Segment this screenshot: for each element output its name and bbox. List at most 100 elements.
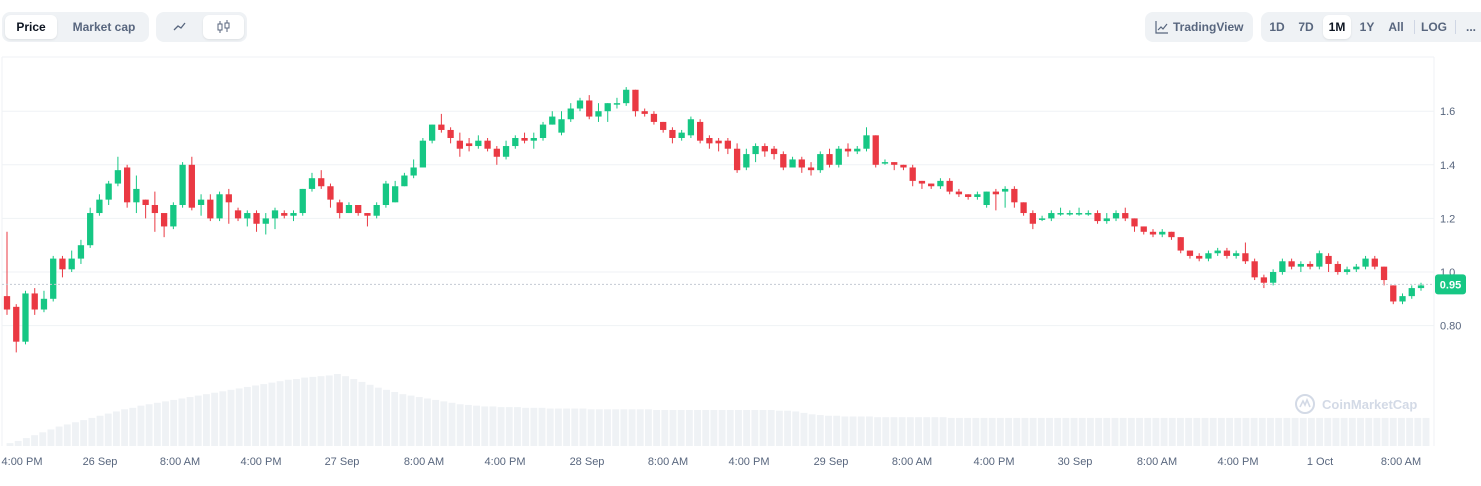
volume-bar	[1234, 417, 1242, 446]
candle-body	[1131, 218, 1138, 227]
candle-body	[530, 138, 537, 141]
candle	[1205, 250, 1212, 262]
candle-body	[142, 199, 149, 205]
candle-body	[1214, 250, 1221, 254]
candle	[780, 151, 787, 171]
line-chart-icon[interactable]	[159, 15, 199, 39]
candle	[207, 194, 214, 222]
volume-bar	[186, 397, 194, 446]
candle	[715, 138, 722, 152]
volume-bar	[1086, 417, 1094, 446]
candle-body	[345, 205, 353, 214]
y-tick-label: 1.4	[1440, 160, 1455, 172]
candle-body	[151, 205, 159, 214]
volume-bar	[980, 417, 988, 446]
candle	[1029, 210, 1036, 230]
volume-bar	[1062, 417, 1070, 446]
volume-bar	[137, 405, 145, 446]
candle-body	[613, 103, 621, 105]
range-1d[interactable]: 1D	[1269, 20, 1285, 34]
candle-body	[854, 148, 861, 152]
candle	[299, 188, 306, 216]
candle	[1408, 285, 1415, 299]
candle	[484, 138, 491, 152]
range-log[interactable]: LOG	[1421, 20, 1447, 34]
candle-body	[502, 146, 510, 157]
x-tick-label: 4:00 PM	[485, 456, 526, 468]
range-all[interactable]: All	[1388, 20, 1404, 34]
candle-body	[595, 111, 602, 117]
candle-body	[31, 293, 38, 310]
tab-price[interactable]: Price	[5, 15, 57, 39]
volume-bar	[1217, 417, 1225, 446]
volume-bar	[1168, 417, 1176, 446]
candle-body	[124, 167, 131, 203]
candle-body	[59, 258, 66, 270]
candle-body	[1029, 213, 1036, 224]
candle-body	[308, 178, 316, 189]
candle-body	[1316, 253, 1323, 267]
x-tick-label: 1 Oct	[1307, 456, 1333, 468]
candle-body	[68, 258, 75, 270]
candle	[1048, 210, 1055, 222]
volume-bar	[72, 422, 79, 446]
candle	[40, 290, 48, 313]
candle-body	[1186, 250, 1194, 256]
candle-body	[475, 140, 482, 147]
candle	[428, 124, 436, 144]
candle	[1343, 266, 1351, 275]
volume-bar	[595, 409, 603, 446]
volume-bar	[751, 410, 759, 446]
range-1m[interactable]: 1M	[1323, 15, 1351, 39]
tab-market-cap[interactable]: Market cap	[72, 20, 136, 34]
candle	[521, 132, 528, 144]
candle-body	[13, 306, 20, 342]
volume-bar	[276, 381, 284, 446]
candle-body	[1066, 213, 1073, 215]
candle	[382, 180, 390, 208]
volume-bar	[301, 377, 309, 446]
candle	[512, 135, 519, 149]
candle	[530, 132, 537, 149]
tradingview-button[interactable]: TradingView	[1145, 12, 1253, 42]
candle	[595, 103, 602, 122]
candle-body	[817, 154, 824, 171]
candle	[22, 290, 29, 345]
volume-bar	[554, 408, 562, 446]
candle-body	[364, 213, 371, 216]
current-price-label: 0.95	[1440, 279, 1461, 291]
candle-body	[428, 124, 436, 141]
more-options-button[interactable]: ...	[1465, 20, 1476, 34]
candle	[281, 210, 288, 219]
candle-body	[733, 148, 741, 171]
volume-bar	[579, 408, 587, 446]
volume-bar	[800, 412, 808, 446]
candle	[438, 113, 445, 133]
candlestick-icon[interactable]	[203, 15, 244, 39]
candle	[835, 146, 842, 168]
volume-bar	[1422, 417, 1430, 446]
volume-bar	[464, 404, 472, 446]
candle-body	[105, 183, 112, 200]
range-7d[interactable]: 7D	[1298, 20, 1314, 34]
candle-body	[447, 129, 454, 138]
volume-bar	[530, 407, 538, 446]
range-1y[interactable]: 1Y	[1359, 20, 1375, 34]
volume-bar	[423, 398, 431, 446]
volume-bar	[1037, 417, 1045, 446]
volume-bar	[636, 409, 644, 446]
candle-body	[133, 188, 140, 203]
tradingview-label: TradingView	[1173, 20, 1244, 34]
candle-body	[1343, 269, 1351, 272]
volume-bar	[1177, 417, 1184, 446]
candle-body	[373, 205, 380, 216]
candle	[946, 178, 953, 195]
candle-body	[419, 140, 427, 168]
volume-bar	[80, 420, 88, 446]
volume-bar	[841, 416, 849, 446]
y-tick-label: 1.2	[1440, 213, 1455, 225]
volume-bar	[1307, 417, 1315, 446]
candle	[475, 135, 482, 149]
candle-body	[835, 148, 842, 165]
